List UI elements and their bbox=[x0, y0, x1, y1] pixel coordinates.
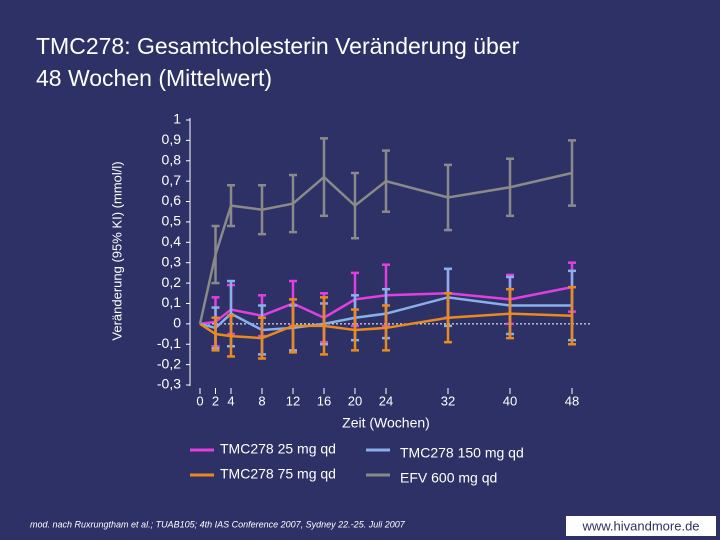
y-tick-label: 0 bbox=[173, 315, 181, 331]
y-tick-label: 1 bbox=[173, 111, 181, 127]
y-tick-label: 0,3 bbox=[162, 253, 182, 269]
y-tick-label: 0,6 bbox=[162, 192, 182, 208]
legend-label: TMC278 75 mg qd bbox=[220, 466, 336, 482]
legend-label: EFV 600 mg qd bbox=[400, 470, 497, 486]
footnote: mod. nach Ruxrungtham et al.; TUAB105; 4… bbox=[30, 519, 406, 529]
legend-label: TMC278 150 mg qd bbox=[400, 445, 524, 461]
x-tick-label: 20 bbox=[348, 393, 362, 408]
x-tick-label: 4 bbox=[227, 393, 234, 408]
x-tick-label: 24 bbox=[379, 393, 393, 408]
x-tick-label: 12 bbox=[286, 393, 300, 408]
series-line bbox=[199, 312, 573, 340]
y-tick-label: 0,9 bbox=[162, 131, 182, 147]
x-tick-label: 32 bbox=[441, 393, 455, 408]
y-tick-label: 0,1 bbox=[162, 294, 182, 310]
chart-title: TMC278: Gesamtcholesterin Veränderung üb… bbox=[36, 33, 520, 59]
chart-title: 48 Wochen (Mittelwert) bbox=[36, 65, 272, 91]
x-tick-label: 16 bbox=[317, 393, 331, 408]
x-axis-title: Zeit (Wochen) bbox=[342, 415, 430, 431]
y-tick-label: -0,3 bbox=[157, 376, 181, 392]
website-box bbox=[566, 516, 716, 536]
x-tick-label: 48 bbox=[565, 393, 579, 408]
y-axis-title: Veränderung (95% KI) (mmol/l) bbox=[109, 161, 124, 340]
legend-label: TMC278 25 mg qd bbox=[220, 441, 336, 457]
x-tick-label: 2 bbox=[212, 393, 219, 408]
y-tick-label: 0,5 bbox=[162, 213, 182, 229]
y-tick-label: -0,1 bbox=[157, 335, 181, 351]
y-tick-label: 0,7 bbox=[162, 172, 182, 188]
website: www.hivandmore.de bbox=[581, 518, 699, 533]
y-tick-label: 0,2 bbox=[162, 274, 182, 290]
series-line bbox=[198, 171, 573, 325]
x-tick-label: 40 bbox=[503, 393, 517, 408]
y-tick-label: 0,8 bbox=[162, 151, 182, 167]
y-tick-label: -0,2 bbox=[157, 355, 181, 371]
x-tick-label: 8 bbox=[258, 393, 265, 408]
x-tick-label: 0 bbox=[196, 393, 203, 408]
y-tick-label: 0,4 bbox=[162, 233, 182, 249]
